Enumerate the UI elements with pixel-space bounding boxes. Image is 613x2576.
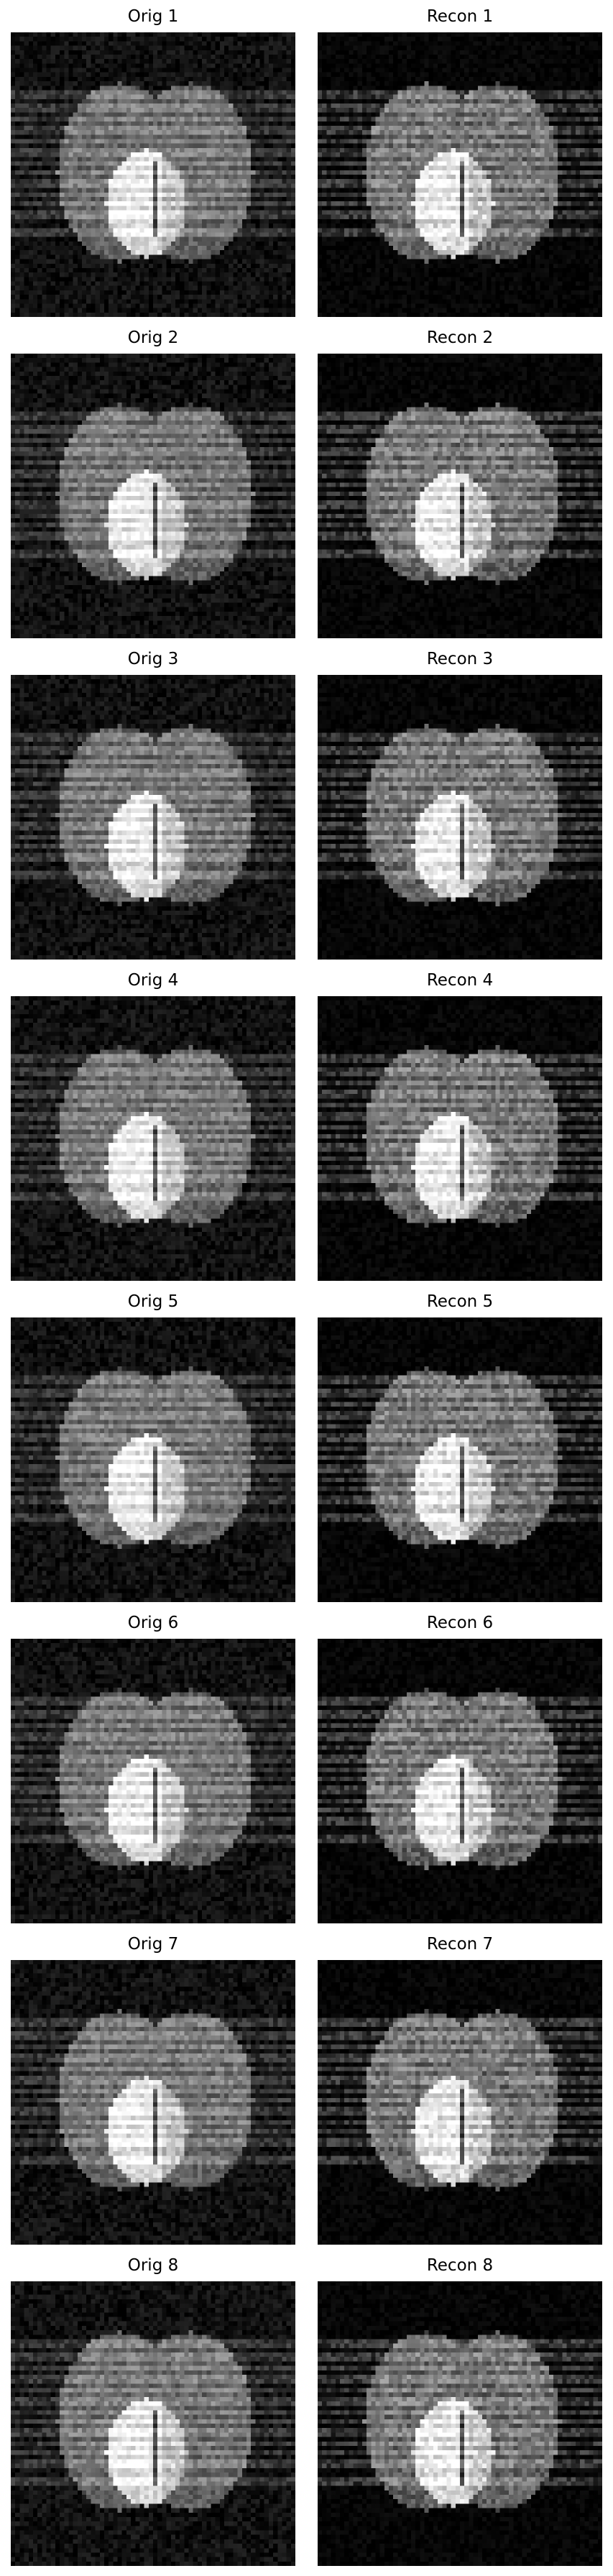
recon-image-6 — [318, 1639, 602, 1923]
orig-image-4 — [11, 996, 295, 1281]
orig-title-7: Orig 7 — [127, 1935, 179, 1954]
orig-image-5 — [11, 1317, 295, 1602]
orig-title-8: Orig 8 — [127, 2256, 179, 2275]
recon-title-1: Recon 1 — [426, 7, 494, 26]
recon-phantom-canvas-4 — [318, 996, 602, 1281]
recon-title-6: Recon 6 — [426, 1614, 494, 1632]
recon-phantom-canvas-6 — [318, 1639, 602, 1923]
recon-title-4: Recon 4 — [426, 971, 494, 990]
recon-title-7: Recon 7 — [426, 1935, 494, 1954]
orig-phantom-canvas-1 — [11, 32, 295, 317]
recon-image-3 — [318, 675, 602, 960]
orig-phantom-canvas-6 — [11, 1639, 295, 1923]
recon-image-2 — [318, 354, 602, 638]
recon-phantom-canvas-5 — [318, 1317, 602, 1602]
orig-title-4: Orig 4 — [127, 971, 179, 990]
orig-image-2 — [11, 354, 295, 638]
recon-title-3: Recon 3 — [426, 650, 494, 668]
recon-title-2: Recon 2 — [426, 328, 494, 347]
recon-phantom-canvas-3 — [318, 675, 602, 960]
recon-image-7 — [318, 1960, 602, 2245]
orig-image-6 — [11, 1639, 295, 1923]
orig-phantom-canvas-7 — [11, 1960, 295, 2245]
recon-phantom-canvas-1 — [318, 32, 602, 317]
orig-phantom-canvas-8 — [11, 2281, 295, 2566]
orig-phantom-canvas-5 — [11, 1317, 295, 1602]
orig-title-3: Orig 3 — [127, 650, 179, 668]
recon-image-8 — [318, 2281, 602, 2566]
orig-phantom-canvas-3 — [11, 675, 295, 960]
recon-phantom-canvas-8 — [318, 2281, 602, 2566]
recon-image-4 — [318, 996, 602, 1281]
orig-title-2: Orig 2 — [127, 328, 179, 347]
orig-phantom-canvas-2 — [11, 354, 295, 638]
recon-title-5: Recon 5 — [426, 1292, 494, 1311]
orig-title-5: Orig 5 — [127, 1292, 179, 1311]
recon-image-1 — [318, 32, 602, 317]
recon-image-5 — [318, 1317, 602, 1602]
orig-phantom-canvas-4 — [11, 996, 295, 1281]
recon-phantom-canvas-7 — [318, 1960, 602, 2245]
orig-title-6: Orig 6 — [127, 1614, 179, 1632]
recon-phantom-canvas-2 — [318, 354, 602, 638]
recon-title-8: Recon 8 — [426, 2256, 494, 2275]
orig-image-8 — [11, 2281, 295, 2566]
orig-title-1: Orig 1 — [127, 7, 179, 26]
orig-image-3 — [11, 675, 295, 960]
orig-image-7 — [11, 1960, 295, 2245]
orig-image-1 — [11, 32, 295, 317]
